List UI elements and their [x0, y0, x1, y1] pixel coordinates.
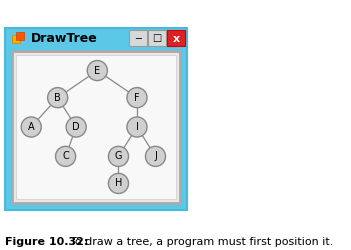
FancyBboxPatch shape: [148, 30, 166, 46]
Text: A: A: [28, 122, 34, 132]
Circle shape: [87, 60, 107, 80]
FancyBboxPatch shape: [12, 35, 20, 43]
Text: ─: ─: [135, 34, 141, 44]
Text: □: □: [152, 34, 161, 43]
Circle shape: [21, 117, 41, 137]
Circle shape: [48, 88, 68, 108]
FancyBboxPatch shape: [16, 55, 176, 199]
FancyBboxPatch shape: [129, 30, 147, 46]
FancyBboxPatch shape: [12, 51, 180, 203]
Circle shape: [108, 174, 128, 194]
Text: DrawTree: DrawTree: [31, 32, 98, 46]
Text: B: B: [54, 93, 61, 103]
Text: I: I: [135, 122, 138, 132]
Circle shape: [127, 117, 147, 137]
FancyBboxPatch shape: [5, 28, 187, 210]
Circle shape: [145, 146, 166, 167]
Text: E: E: [94, 66, 100, 76]
Text: D: D: [72, 122, 80, 132]
Text: To draw a tree, a program must first position it.: To draw a tree, a program must first pos…: [63, 237, 333, 247]
Circle shape: [55, 146, 76, 167]
Circle shape: [66, 117, 86, 137]
Text: C: C: [62, 151, 69, 161]
Text: x: x: [172, 34, 180, 43]
FancyBboxPatch shape: [167, 30, 185, 46]
Text: J: J: [154, 151, 157, 161]
FancyBboxPatch shape: [16, 32, 24, 40]
Text: H: H: [115, 178, 122, 188]
Text: Figure 10.32:: Figure 10.32:: [5, 237, 88, 247]
Text: F: F: [134, 93, 140, 103]
Circle shape: [108, 146, 128, 167]
Text: G: G: [115, 151, 122, 161]
Circle shape: [127, 88, 147, 108]
